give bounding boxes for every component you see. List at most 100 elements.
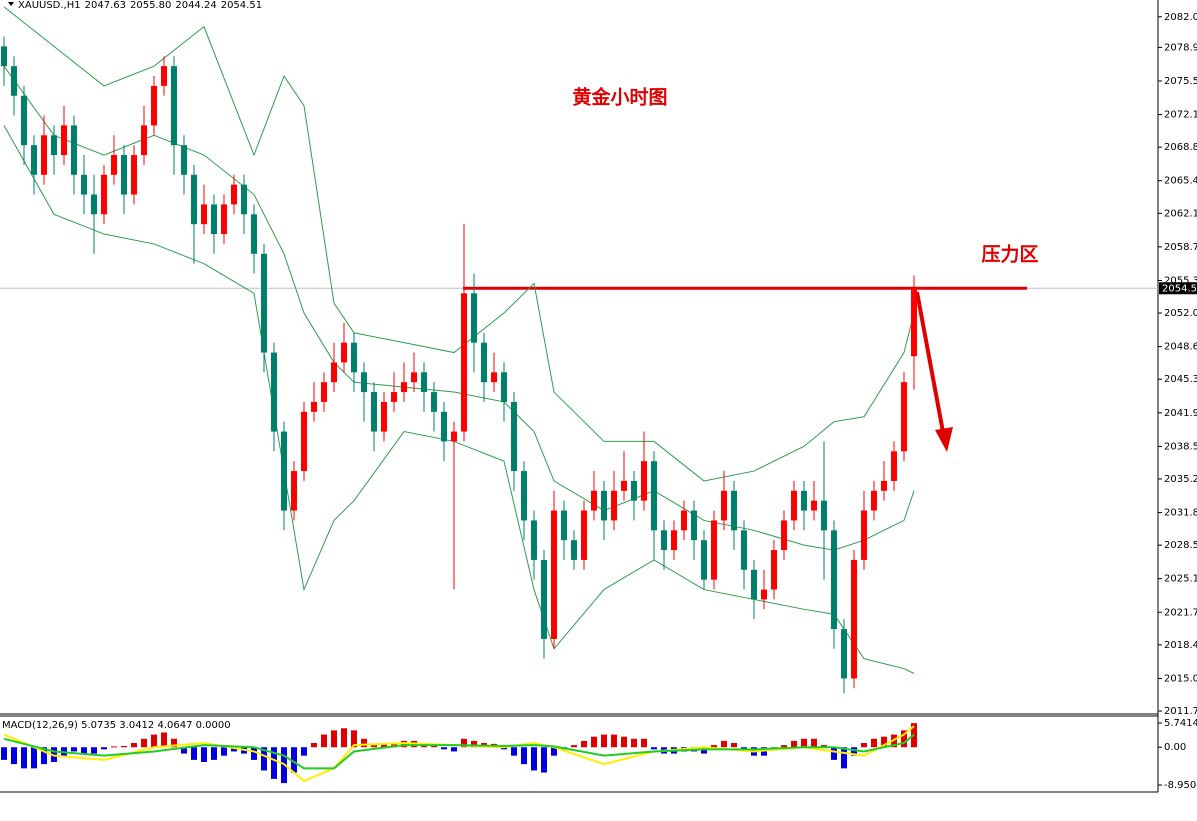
candle-body — [761, 589, 767, 600]
macd-bar — [531, 747, 537, 771]
candle-body — [1, 46, 7, 67]
candle-body — [161, 66, 167, 86]
candle-body — [71, 125, 77, 175]
candle-body — [271, 352, 277, 432]
macd-bar — [271, 747, 277, 779]
macd-bar — [201, 747, 207, 762]
y-tick-label: 2055.30 — [1164, 275, 1197, 286]
candle-body — [91, 194, 97, 215]
macd-bar — [371, 745, 377, 748]
candle-body — [651, 461, 657, 531]
macd-bar — [1, 747, 7, 760]
y-tick-label: 2065.40 — [1164, 176, 1197, 187]
macd-bar — [431, 745, 437, 748]
macd-bar — [361, 738, 367, 748]
macd-bar — [831, 747, 837, 760]
candle-body — [401, 382, 407, 393]
macd-bar — [141, 738, 147, 748]
candle-body — [661, 530, 667, 551]
macd-bar — [351, 730, 357, 748]
candle-body — [421, 372, 427, 393]
candle-body — [891, 451, 897, 481]
macd-bar — [721, 740, 727, 748]
macd-bar — [701, 747, 707, 754]
candle-body — [751, 569, 757, 600]
y-tick-label: 2035.20 — [1164, 474, 1197, 485]
macd-bar — [251, 747, 257, 760]
candle-body — [911, 288, 917, 357]
candle-body — [901, 382, 907, 452]
candle-body — [581, 510, 587, 560]
candle-body — [31, 145, 37, 175]
y-tick-label: 2025.10 — [1164, 574, 1197, 585]
candle-body — [301, 411, 307, 472]
candle-body — [851, 559, 857, 679]
candle-body — [441, 411, 447, 442]
candle-body — [21, 95, 27, 146]
candle-body — [51, 135, 57, 156]
macd-bar — [821, 745, 827, 748]
candle-body — [451, 431, 457, 442]
annotation-zone: 压力区 — [981, 243, 1038, 266]
macd-bar — [31, 747, 37, 769]
macd-bar — [551, 747, 557, 756]
macd-bar — [641, 738, 647, 748]
macd-bar — [211, 747, 217, 760]
candle-body — [251, 214, 257, 254]
macd-bar — [601, 734, 607, 748]
macd-bar — [341, 728, 347, 748]
candle-body — [771, 550, 777, 590]
candle-body — [481, 342, 487, 383]
macd-bar — [331, 730, 337, 748]
macd-title: MACD(12,26,9) 5.0735 3.0412 4.0647 0.000… — [2, 720, 231, 731]
macd-bar — [171, 738, 177, 748]
macd-bar — [521, 747, 527, 765]
candle-body — [631, 480, 637, 501]
candle-body — [341, 342, 347, 363]
symbol: XAUUSD.,H1 — [18, 0, 81, 11]
macd-bar — [781, 745, 787, 748]
candle-body — [101, 174, 107, 215]
y-tick-label: 2021.70 — [1164, 607, 1197, 618]
candle-body — [571, 540, 577, 560]
candle-body — [111, 155, 117, 175]
arrow-shaft — [915, 291, 945, 433]
macd-bar — [901, 730, 907, 748]
candle-body — [311, 401, 317, 412]
macd-bar — [301, 747, 307, 756]
y-tick-label: 2082.00 — [1164, 12, 1197, 23]
macd-bar — [41, 747, 47, 765]
candle-body — [731, 490, 737, 531]
candle-body — [671, 530, 677, 551]
candle-body — [181, 145, 187, 175]
macd-bar — [571, 745, 577, 748]
macd-bar — [611, 734, 617, 748]
candle-body — [391, 392, 397, 402]
y-tick-label: 2072.10 — [1164, 110, 1197, 121]
macd-bar — [541, 747, 547, 773]
macd-bar — [451, 747, 457, 752]
macd-bar — [91, 747, 97, 754]
candle-body — [381, 401, 387, 432]
candle-body — [321, 382, 327, 402]
ohlc: 2047.63 — [85, 0, 126, 11]
y-tick-label: 2068.80 — [1164, 142, 1197, 153]
macd-bar — [321, 734, 327, 748]
macd-bar — [811, 738, 817, 748]
candle-body — [191, 174, 197, 225]
candle-body — [41, 135, 47, 175]
candle-body — [151, 85, 157, 126]
macd-bar — [881, 736, 887, 748]
ohlc: 2055.80 — [130, 0, 171, 11]
macd-bar — [71, 747, 77, 752]
candle-body — [131, 155, 137, 195]
macd-bar — [591, 736, 597, 748]
candle-body — [721, 490, 727, 521]
candle-body — [471, 293, 477, 343]
arrow-head — [935, 427, 953, 452]
candle-body — [871, 490, 877, 511]
y-tick-label: 2075.50 — [1164, 76, 1197, 87]
y-tick-label: 2058.70 — [1164, 242, 1197, 253]
candle-body — [861, 510, 867, 560]
price-label-bg — [1159, 282, 1197, 295]
